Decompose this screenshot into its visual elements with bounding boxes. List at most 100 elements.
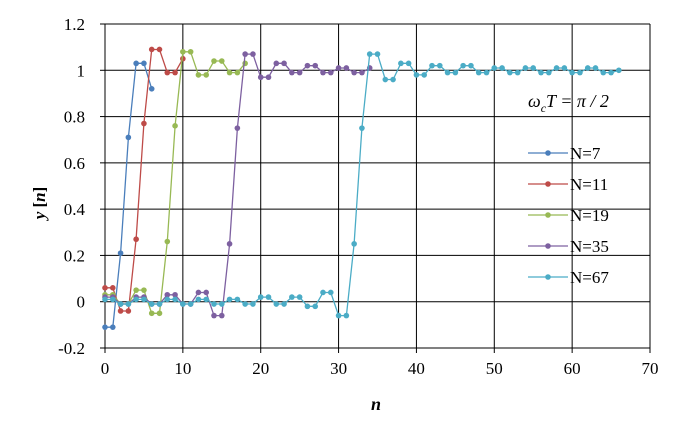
data-point — [483, 69, 490, 76]
legend-item: N=7 — [528, 144, 601, 163]
data-point — [312, 62, 319, 69]
data-point — [257, 294, 264, 300]
data-point — [117, 308, 124, 314]
data-point — [172, 69, 178, 76]
data-point — [499, 65, 505, 71]
data-point — [102, 296, 108, 303]
data-point — [592, 65, 599, 71]
data-point — [180, 301, 186, 307]
data-point — [359, 69, 365, 76]
x-tick-label: 0 — [101, 359, 110, 378]
data-point — [405, 60, 412, 67]
data-point — [343, 65, 350, 71]
series-n-67 — [102, 51, 622, 319]
legend-marker — [545, 274, 551, 280]
data-point — [413, 72, 420, 78]
y-tick-label: 0.4 — [64, 200, 86, 219]
data-point — [584, 65, 591, 71]
data-point — [195, 289, 202, 296]
y-tick-label: -0.2 — [58, 339, 85, 358]
data-point — [398, 60, 404, 67]
data-point — [312, 303, 319, 310]
data-point — [335, 312, 342, 319]
y-tick-label: 1.2 — [64, 15, 85, 34]
data-point — [218, 312, 225, 319]
data-point — [436, 62, 443, 69]
data-point — [475, 69, 482, 76]
data-point — [320, 289, 326, 296]
data-point — [382, 76, 389, 83]
data-point — [156, 301, 163, 307]
legend-item: N=19 — [528, 206, 609, 225]
data-point — [187, 301, 194, 307]
data-point — [429, 62, 435, 69]
x-axis-label: n — [371, 394, 381, 414]
data-point — [234, 69, 241, 76]
data-point — [242, 301, 248, 307]
data-point — [296, 69, 303, 76]
data-point — [218, 301, 225, 307]
legend-label: N=35 — [570, 237, 609, 256]
gridlines — [104, 23, 651, 349]
data-point — [304, 62, 311, 69]
data-point — [203, 289, 210, 296]
data-point — [156, 310, 163, 317]
data-point — [164, 69, 171, 76]
data-point — [561, 65, 568, 71]
y-tick-label: 0 — [77, 293, 86, 312]
data-point — [460, 62, 466, 69]
series-n-7 — [102, 60, 155, 330]
data-point — [102, 324, 108, 330]
legend-item: N=67 — [528, 268, 609, 287]
data-point — [125, 301, 132, 307]
data-point — [109, 285, 116, 291]
data-point — [250, 301, 256, 307]
data-point — [289, 69, 295, 76]
x-tick-label: 30 — [330, 359, 347, 378]
data-point — [530, 65, 537, 71]
x-tick-label: 40 — [408, 359, 425, 378]
data-point — [273, 301, 280, 307]
data-point — [327, 69, 334, 76]
legend-marker — [545, 181, 551, 187]
data-point — [133, 287, 139, 293]
data-point — [156, 46, 163, 53]
data-point — [117, 301, 124, 307]
data-series — [102, 46, 622, 330]
data-point — [125, 308, 132, 314]
data-point — [257, 74, 264, 81]
legend-marker — [545, 212, 551, 218]
data-point — [141, 120, 147, 127]
data-point — [335, 65, 342, 71]
legend-label: N=67 — [570, 268, 609, 287]
data-point — [281, 60, 287, 67]
data-point — [203, 296, 210, 303]
data-point — [195, 296, 202, 303]
y-tick-label: 0.8 — [64, 108, 85, 127]
data-point — [569, 69, 575, 76]
y-tick-label: 1 — [77, 61, 86, 80]
data-point — [211, 312, 217, 319]
data-point — [195, 72, 202, 78]
data-point — [421, 72, 428, 78]
data-point — [141, 287, 147, 293]
data-point — [226, 69, 233, 76]
data-point — [366, 51, 373, 57]
data-point — [616, 67, 622, 74]
data-point — [102, 285, 108, 291]
series-line — [105, 51, 246, 314]
data-point — [273, 60, 280, 67]
x-tick-label: 20 — [252, 359, 269, 378]
data-point — [281, 301, 287, 307]
data-point — [327, 289, 334, 296]
data-point — [600, 69, 607, 76]
data-point — [296, 294, 303, 300]
data-point — [211, 301, 217, 307]
data-point — [468, 62, 474, 69]
data-point — [133, 60, 139, 67]
data-point — [452, 69, 459, 76]
data-point — [148, 46, 155, 53]
data-point — [289, 294, 295, 300]
data-point — [203, 72, 210, 78]
